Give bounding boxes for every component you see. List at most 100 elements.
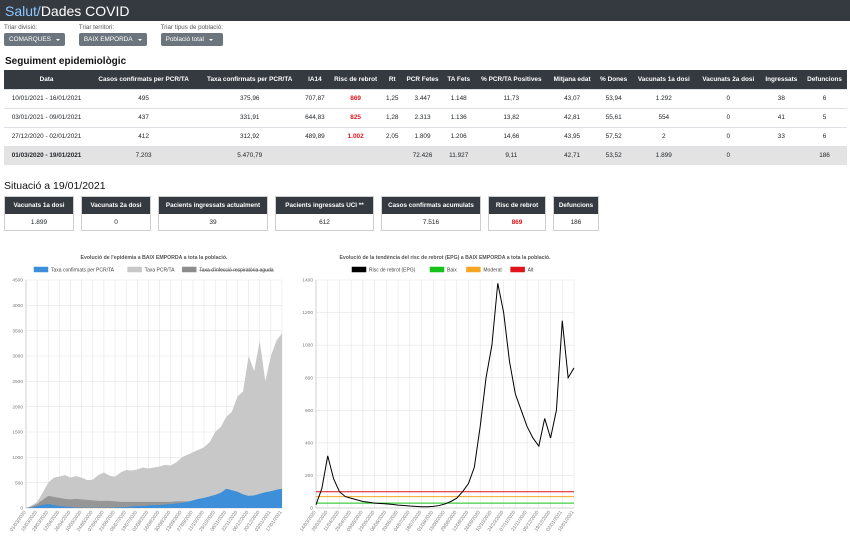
cell: 495 [89, 88, 199, 108]
cell: 0 [696, 107, 761, 127]
card-cumulative-cases: Casos confirmats acumulats 7.516 [381, 196, 481, 231]
brand-part1: Salut/ [5, 2, 41, 19]
chart-title: Evolució de l'epidèmia a BAIX EMPORDA a … [81, 255, 228, 261]
y-tick-label: 400 [305, 440, 313, 446]
y-tick-label: 4500 [12, 278, 23, 284]
cell: 01/03/2020 - 19/01/2021 [4, 145, 90, 165]
table-row: 10/01/2021 - 16/01/2021 495 375,96 707,8… [4, 88, 847, 108]
cell: 1,28 [382, 107, 402, 127]
cell: 42,81 [548, 107, 596, 127]
line-series-risk [315, 283, 575, 508]
brand-title[interactable]: Salut/Dades COVID [5, 4, 130, 18]
filter-division-label: Triar divisió: [4, 24, 38, 31]
y-tick-label: 1000 [302, 343, 313, 349]
col-header[interactable]: % PCR/TA Positives [474, 70, 549, 89]
col-header[interactable]: Vacunats 1a dosi [631, 70, 697, 89]
cell: 1,25 [382, 88, 402, 108]
card-deaths: Defuncions 186 [553, 196, 599, 231]
col-header[interactable]: Casos confirmats per PCR/TA [89, 70, 199, 89]
cell: 1.148 [443, 88, 475, 108]
cell: 554 [631, 107, 697, 127]
legend-label: Taxa d'infecció respiratòria aguda [199, 268, 274, 274]
cell [301, 145, 329, 165]
table-row: 03/01/2021 - 09/01/2021 437 331,91 644,8… [4, 107, 847, 127]
cell: 11.927 [443, 145, 475, 165]
col-header[interactable]: Ingressats [760, 70, 803, 89]
cell: 1.206 [443, 126, 475, 146]
col-header[interactable]: Data [4, 70, 90, 89]
card-icu: Pacients ingressats UCI ** 612 [275, 196, 374, 231]
cell: 43,95 [548, 126, 596, 146]
cell: 53,94 [595, 88, 632, 108]
legend-swatch [33, 266, 49, 273]
col-header[interactable]: IA14 [301, 70, 329, 89]
legend-swatch [127, 266, 142, 273]
col-header[interactable]: Taxa confirmats per PCR/TA [198, 70, 302, 89]
legend-label: Taxa confirmats per PCR/TA [51, 268, 115, 274]
card-value: 0 [114, 218, 118, 226]
cell: 41 [760, 107, 803, 127]
cell: 5 [802, 107, 847, 127]
col-header[interactable]: TA Fets [443, 70, 475, 89]
card-label: Risc de rebrot [489, 197, 545, 214]
chart-epidemic-evolution: Evolució de l'epidèmia a BAIX EMPORDA a … [4, 250, 286, 538]
y-tick-label: 0 [20, 506, 23, 512]
col-header[interactable]: % Dones [595, 70, 632, 89]
card-value: 186 [570, 218, 582, 226]
legend-swatch [510, 266, 525, 273]
y-tick-label: 1200 [302, 310, 313, 316]
col-header[interactable]: Defuncions [802, 70, 847, 89]
card-vaccinated-2: Vacunats 2a dosi 0 [81, 196, 151, 231]
cell: 13,82 [474, 107, 549, 127]
division-dropdown[interactable]: COMARQUES [4, 33, 65, 46]
card-risk: Risc de rebrot 869 [488, 196, 546, 231]
territory-dropdown[interactable]: BAIX EMPORDA [78, 33, 147, 46]
y-tick-label: 600 [305, 408, 313, 414]
y-tick-label: 500 [15, 480, 23, 486]
situation-title: Situació a 19/01/2021 [4, 180, 106, 192]
population-dropdown[interactable]: Població total [160, 33, 223, 46]
cell: 375,96 [198, 88, 302, 108]
filter-population: Triar tipus de població: Població total [160, 24, 223, 46]
y-tick-label: 1000 [12, 455, 23, 461]
cell: 2 [631, 126, 697, 146]
col-header[interactable]: Vacunats 2a dosi [696, 70, 761, 89]
col-header[interactable]: Risc de rebrot [328, 70, 383, 89]
chevron-down-icon [208, 38, 213, 41]
table-total-row: 01/03/2020 - 19/01/2021 7.203 5.470,79 7… [4, 145, 847, 165]
legend-swatch [466, 266, 481, 273]
area-series-pcr-rate [26, 333, 282, 508]
cell: 331,91 [198, 107, 302, 127]
legend-label: Taxa PCR/TA [145, 268, 176, 274]
cell: 38 [760, 88, 803, 108]
cell-risk: 1.002 [328, 126, 383, 146]
card-label: Vacunats 2a dosi [82, 197, 150, 214]
y-tick-label: 3000 [12, 354, 23, 360]
legend-label: Moderat [483, 268, 502, 274]
filter-division: Triar divisió: COMARQUES [4, 24, 65, 46]
col-header[interactable]: PCR Fetes [401, 70, 444, 89]
filter-bar: Triar divisió: COMARQUES Triar territori… [0, 21, 850, 46]
cell: 644,83 [301, 107, 329, 127]
cell: 43,07 [548, 88, 596, 108]
cell [382, 145, 402, 165]
cell: 33 [760, 126, 803, 146]
legend-swatch [181, 266, 197, 273]
cell: 42,71 [548, 145, 596, 165]
division-dropdown-value: COMARQUES [9, 36, 51, 43]
cell: 0 [696, 145, 761, 165]
chart-risk-trend: Evolució de la tendència del risc de reb… [292, 250, 582, 538]
col-header[interactable]: Rt [382, 70, 402, 89]
y-tick-label: 0 [310, 506, 313, 512]
cell-risk: 869 [328, 88, 383, 108]
cell: 6 [802, 126, 847, 146]
cell: 03/01/2021 - 09/01/2021 [4, 107, 90, 127]
card-value: 7.516 [422, 218, 440, 226]
legend-label: Risc de rebrot (EPG) [369, 268, 416, 274]
epidemic-chart-svg: Evolució de l'epidèmia a BAIX EMPORDA a … [9, 255, 284, 533]
population-dropdown-value: Població total [165, 36, 204, 43]
filter-territory: Triar territori: BAIX EMPORDA [78, 24, 147, 46]
col-header[interactable]: Mitjana edat [548, 70, 596, 89]
legend-swatch [429, 266, 445, 273]
y-tick-label: 1400 [302, 278, 313, 284]
